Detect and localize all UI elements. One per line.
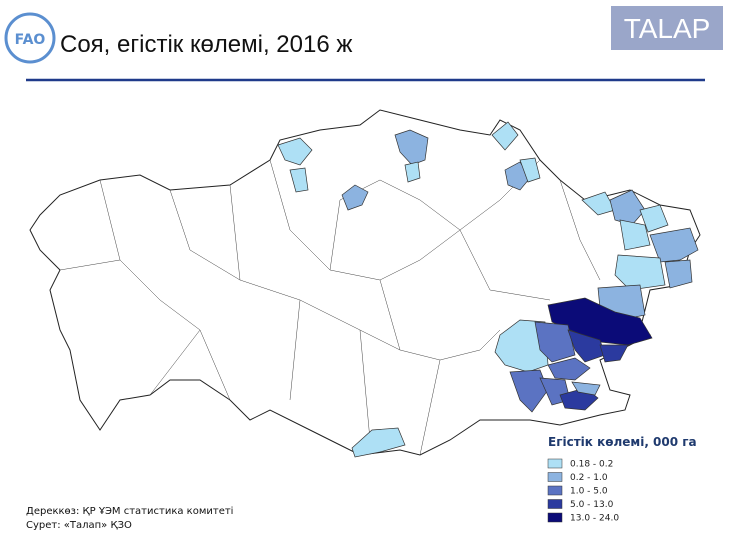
country-outline	[29, 109, 701, 456]
title: Соя, егістік көлемі, 2016 ж	[60, 31, 352, 58]
fao-logo-text: FAO	[15, 32, 46, 48]
region	[639, 204, 669, 233]
legend-label: 13.0 - 24.0	[570, 514, 619, 524]
region	[664, 259, 693, 289]
region	[547, 357, 591, 381]
region	[619, 219, 651, 251]
legend-swatch	[547, 512, 563, 523]
legend-swatch	[547, 472, 563, 482]
region	[614, 254, 666, 291]
region	[404, 161, 421, 183]
map	[29, 109, 701, 458]
region	[649, 227, 699, 263]
region	[599, 344, 629, 363]
legend-label: 0.2 - 1.0	[570, 473, 608, 483]
legend-swatch	[547, 485, 563, 496]
fao-logo	[4, 12, 56, 64]
region	[567, 329, 606, 363]
region	[394, 129, 429, 166]
legend-label: 1.0 - 5.0	[570, 487, 608, 497]
region	[491, 121, 519, 151]
legend-title: Егістік көлемі, 000 га	[548, 435, 697, 449]
region	[534, 321, 576, 363]
region	[509, 369, 549, 413]
legend-swatch	[547, 499, 563, 509]
brand-box	[611, 6, 723, 50]
region	[341, 184, 369, 211]
region	[351, 427, 406, 458]
region	[519, 157, 541, 183]
brand: TALAP	[624, 13, 711, 44]
legend-swatch	[547, 458, 563, 469]
region	[289, 167, 309, 193]
region	[609, 189, 646, 226]
legend-label: 0.18 - 0.2	[570, 460, 613, 470]
region	[494, 319, 549, 373]
district-borders	[59, 159, 601, 456]
region	[277, 137, 313, 166]
region	[571, 381, 601, 396]
legend-label: 5.0 - 13.0	[570, 500, 614, 510]
legend: 0.18 - 0.2 0.2 - 1.0 1.0 - 5.0 5.0 - 13.0 13…	[547, 458, 619, 524]
credit: Сурет: «Талап» ҚЗО	[26, 520, 132, 531]
source: Дереккөз: ҚР ҰЭМ статистика комитеті	[26, 505, 233, 517]
